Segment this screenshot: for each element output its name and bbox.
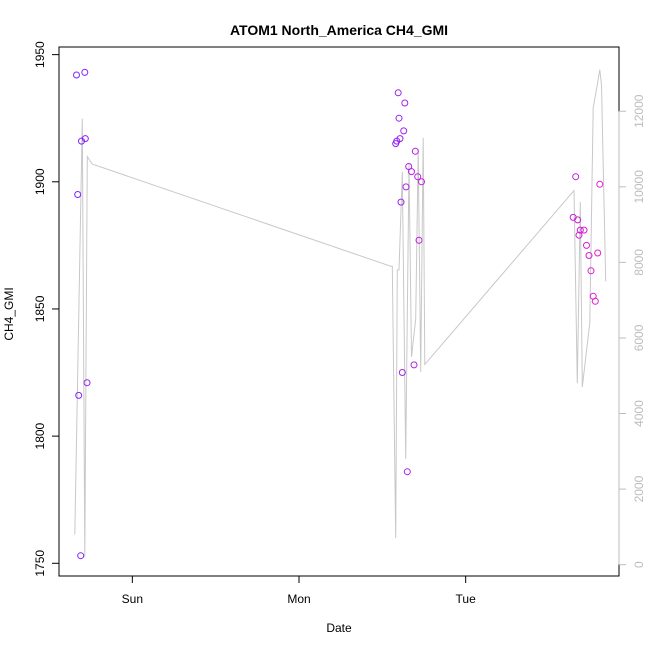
- data-point: [83, 379, 91, 387]
- right-tick-label: 10000: [632, 170, 646, 204]
- x-tick-label: Mon: [287, 592, 310, 606]
- data-point: [410, 361, 418, 369]
- right-tick-label: 2000: [632, 475, 646, 502]
- right-tick-label: 6000: [632, 324, 646, 351]
- data-point: [396, 135, 404, 143]
- right-tick-label: 0: [632, 561, 646, 568]
- data-point: [74, 191, 82, 198]
- data-point: [585, 252, 593, 259]
- data-point: [575, 231, 583, 239]
- data-point: [418, 178, 425, 186]
- series-line: [74, 69, 607, 558]
- left-tick-label: 1750: [33, 550, 47, 577]
- data-point: [414, 173, 422, 181]
- right-y-axis: 0 2000 4000 6000 8000 10000 12000: [618, 94, 646, 568]
- data-point: [402, 183, 410, 191]
- data-point: [594, 249, 602, 257]
- x-tick-label: Sun: [122, 592, 143, 606]
- left-y-axis: 1750 1800 1850 1900 1950: [33, 41, 60, 577]
- left-tick-label: 1800: [33, 422, 47, 449]
- data-point: [400, 127, 408, 135]
- data-point: [591, 297, 599, 305]
- chart-title: ATOM1 North_America CH4_GMI: [230, 22, 448, 38]
- x-tick-label: Tue: [456, 592, 477, 606]
- data-point: [583, 241, 590, 249]
- data-point: [580, 226, 588, 234]
- data-point: [411, 147, 419, 155]
- left-tick-label: 1850: [33, 295, 47, 322]
- x-axis: Sun Mon Tue: [122, 575, 477, 606]
- data-point: [576, 226, 584, 234]
- right-tick-label: 4000: [632, 400, 646, 427]
- x-axis-label: Date: [326, 621, 352, 635]
- data-point: [398, 369, 406, 376]
- data-point: [73, 71, 80, 79]
- data-point: [596, 180, 604, 188]
- point-series: [73, 68, 604, 560]
- y-axis-label: CH4_GMI: [2, 287, 16, 340]
- data-point: [394, 89, 402, 97]
- left-tick-label: 1950: [33, 41, 47, 68]
- data-point: [574, 216, 582, 224]
- data-point: [401, 99, 409, 107]
- data-point: [81, 135, 89, 143]
- data-point: [397, 198, 405, 206]
- data-point: [408, 168, 415, 176]
- left-tick-label: 1900: [33, 168, 47, 195]
- data-point: [587, 267, 595, 275]
- data-point: [395, 114, 403, 122]
- data-point: [403, 468, 411, 476]
- data-point: [77, 552, 85, 560]
- line-series: [74, 69, 607, 558]
- plot-frame: [58, 46, 620, 577]
- data-point: [572, 173, 580, 181]
- right-tick-label: 12000: [632, 94, 646, 128]
- data-point: [75, 391, 83, 399]
- right-tick-label: 8000: [632, 249, 646, 276]
- data-point: [81, 68, 89, 76]
- data-point: [415, 236, 423, 244]
